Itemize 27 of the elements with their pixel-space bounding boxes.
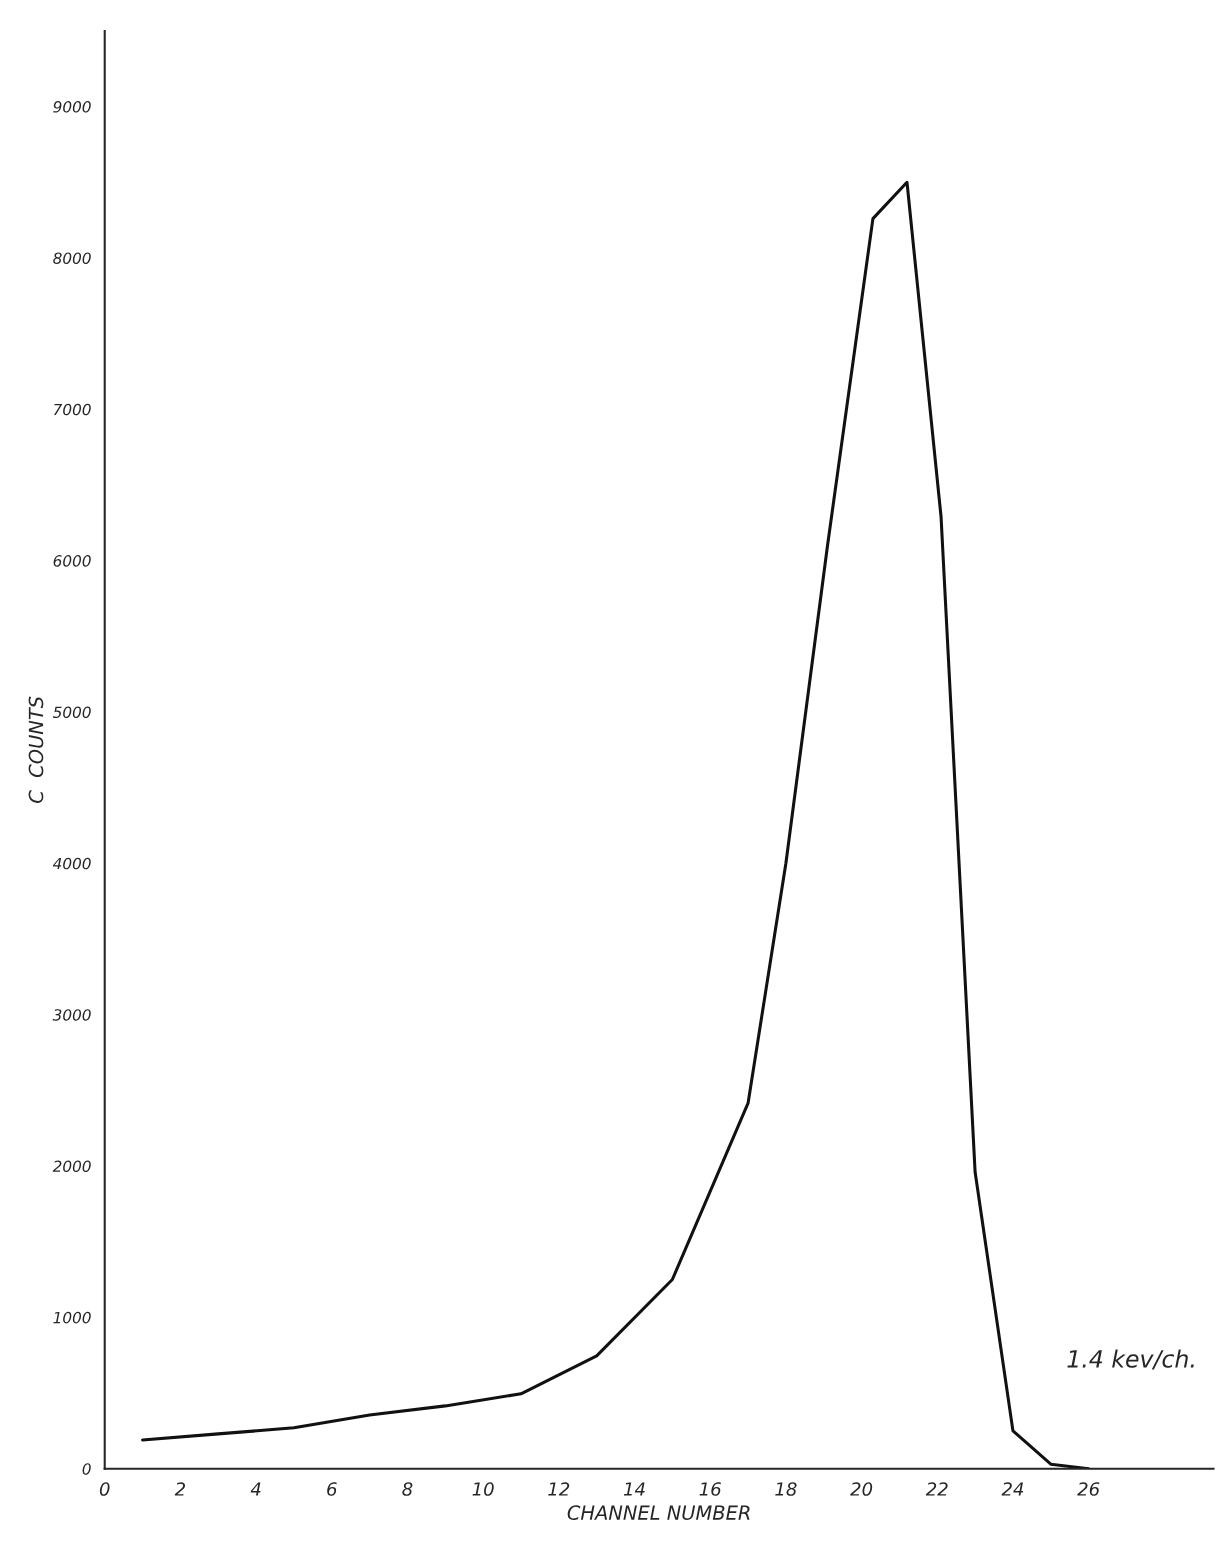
x-tick-label: 12 — [548, 1482, 570, 1496]
y-tick-label: 7000 — [54, 403, 91, 416]
x-tick-label: 2 — [174, 1482, 186, 1496]
x-tick-label: 26 — [1077, 1482, 1100, 1496]
x-tick-label: 14 — [623, 1482, 645, 1496]
y-tick-label: 5000 — [52, 706, 91, 718]
x-axis-title: CHANNEL NUMBER — [567, 1505, 750, 1520]
y-axis-title: C COUNTS — [28, 696, 44, 803]
x-tick-label: 8 — [402, 1482, 413, 1496]
y-tick-label: 0 — [82, 1463, 91, 1475]
y-tick-label: 8000 — [53, 252, 91, 264]
y-tick-label: 3000 — [52, 1009, 91, 1021]
x-tick-label: 0 — [99, 1482, 110, 1496]
x-tick-label: 20 — [850, 1482, 873, 1496]
x-tick-label: 4 — [250, 1482, 261, 1496]
y-tick-label: 9000 — [53, 101, 91, 113]
x-tick-label: 6 — [327, 1482, 337, 1496]
y-tick-label: 4000 — [52, 857, 91, 870]
y-tick-label: 6000 — [53, 555, 91, 567]
x-tick-label: 22 — [925, 1482, 948, 1496]
annotation: 1.4 kev/ch. — [1067, 1349, 1194, 1370]
y-tick-label: 1000 — [53, 1311, 91, 1324]
x-tick-label: 18 — [775, 1482, 797, 1496]
x-tick-label: 16 — [699, 1482, 721, 1496]
y-tick-label: 2000 — [52, 1160, 91, 1173]
x-tick-label: 24 — [1001, 1482, 1024, 1496]
x-tick-label: 10 — [472, 1482, 494, 1496]
